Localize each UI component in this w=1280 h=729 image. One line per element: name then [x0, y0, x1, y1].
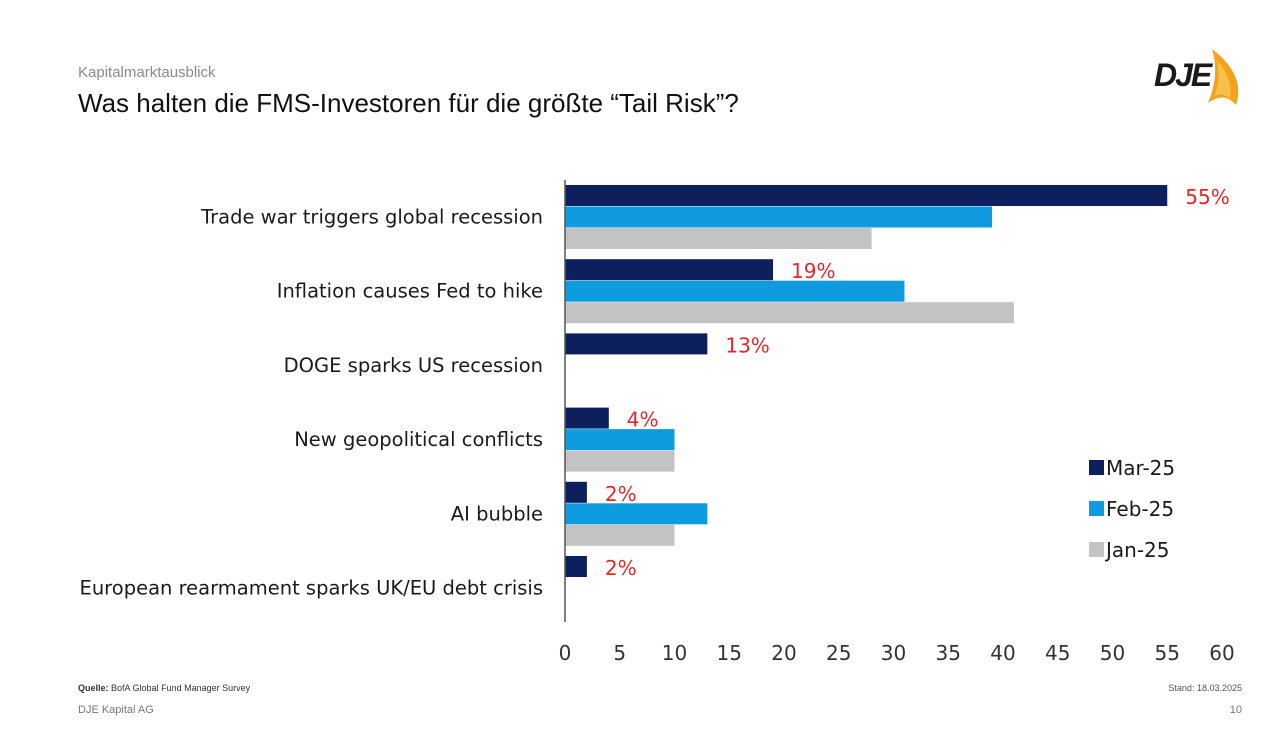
logo-sail-icon — [1208, 49, 1239, 105]
logo-text: DJE — [1154, 57, 1212, 93]
category-label: Inflation causes Fed to hike — [277, 280, 543, 303]
x-tick-label: 20 — [771, 641, 796, 665]
x-tick-label: 40 — [990, 641, 1015, 665]
legend-swatch-feb-25 — [1089, 501, 1104, 516]
page-number: 10 — [1229, 704, 1242, 716]
source-note: Quelle: BofA Global Fund Manager Survey — [78, 683, 250, 693]
x-tick-label: 25 — [826, 641, 851, 665]
source-label: Quelle: — [78, 683, 109, 693]
legend-label: Jan-25 — [1104, 538, 1170, 562]
category-label: AI bubble — [451, 502, 543, 525]
x-tick-label: 35 — [936, 641, 961, 665]
bar-feb-25 — [565, 280, 905, 302]
x-tick-label: 5 — [613, 641, 626, 665]
bar-mar-25 — [565, 333, 708, 355]
category-label: Trade war triggers global recession — [200, 206, 543, 229]
category-label: DOGE sparks US recession — [284, 354, 543, 377]
bar-jan-25 — [565, 524, 675, 546]
dje-logo: DJE — [1150, 45, 1250, 111]
x-tick-label: 50 — [1100, 641, 1125, 665]
bar-jan-25 — [565, 450, 675, 472]
legend-swatch-mar-25 — [1089, 460, 1104, 475]
x-tick-label: 15 — [717, 641, 742, 665]
bar-feb-25 — [565, 206, 993, 228]
data-label: 19% — [791, 259, 835, 283]
data-label: 13% — [725, 333, 769, 357]
bar-feb-25 — [565, 429, 675, 451]
stand-date: Stand: 18.03.2025 — [1168, 683, 1242, 693]
category-label: New geopolitical conflicts — [294, 428, 543, 451]
legend-label: Mar-25 — [1106, 456, 1175, 480]
bar-mar-25 — [565, 185, 1168, 206]
bar-jan-25 — [565, 302, 1014, 324]
bar-mar-25 — [565, 407, 609, 429]
x-tick-label: 0 — [559, 641, 572, 665]
x-tick-label: 55 — [1155, 641, 1180, 665]
company-name: DJE Kapital AG — [78, 704, 154, 716]
bar-feb-25 — [565, 503, 708, 525]
data-label: 2% — [605, 482, 637, 506]
x-tick-label: 30 — [881, 641, 906, 665]
data-label: 2% — [605, 556, 637, 580]
source-text: BofA Global Fund Manager Survey — [111, 683, 251, 693]
bar-mar-25 — [565, 556, 587, 577]
legend-label: Feb-25 — [1106, 497, 1174, 521]
x-tick-label: 60 — [1209, 641, 1234, 665]
section-kicker: Kapitalmarktausblick — [78, 64, 216, 81]
data-label: 55% — [1185, 185, 1229, 209]
category-label: European rearmament sparks UK/EU debt cr… — [80, 577, 544, 600]
x-tick-label: 10 — [662, 641, 687, 665]
page-title: Was halten die FMS-Investoren für die gr… — [78, 88, 739, 118]
legend-swatch-jan-25 — [1089, 542, 1104, 557]
bar-jan-25 — [565, 228, 872, 249]
bar-mar-25 — [565, 481, 587, 503]
bar-mar-25 — [565, 259, 774, 281]
x-tick-label: 45 — [1045, 641, 1070, 665]
data-label: 4% — [627, 408, 659, 432]
